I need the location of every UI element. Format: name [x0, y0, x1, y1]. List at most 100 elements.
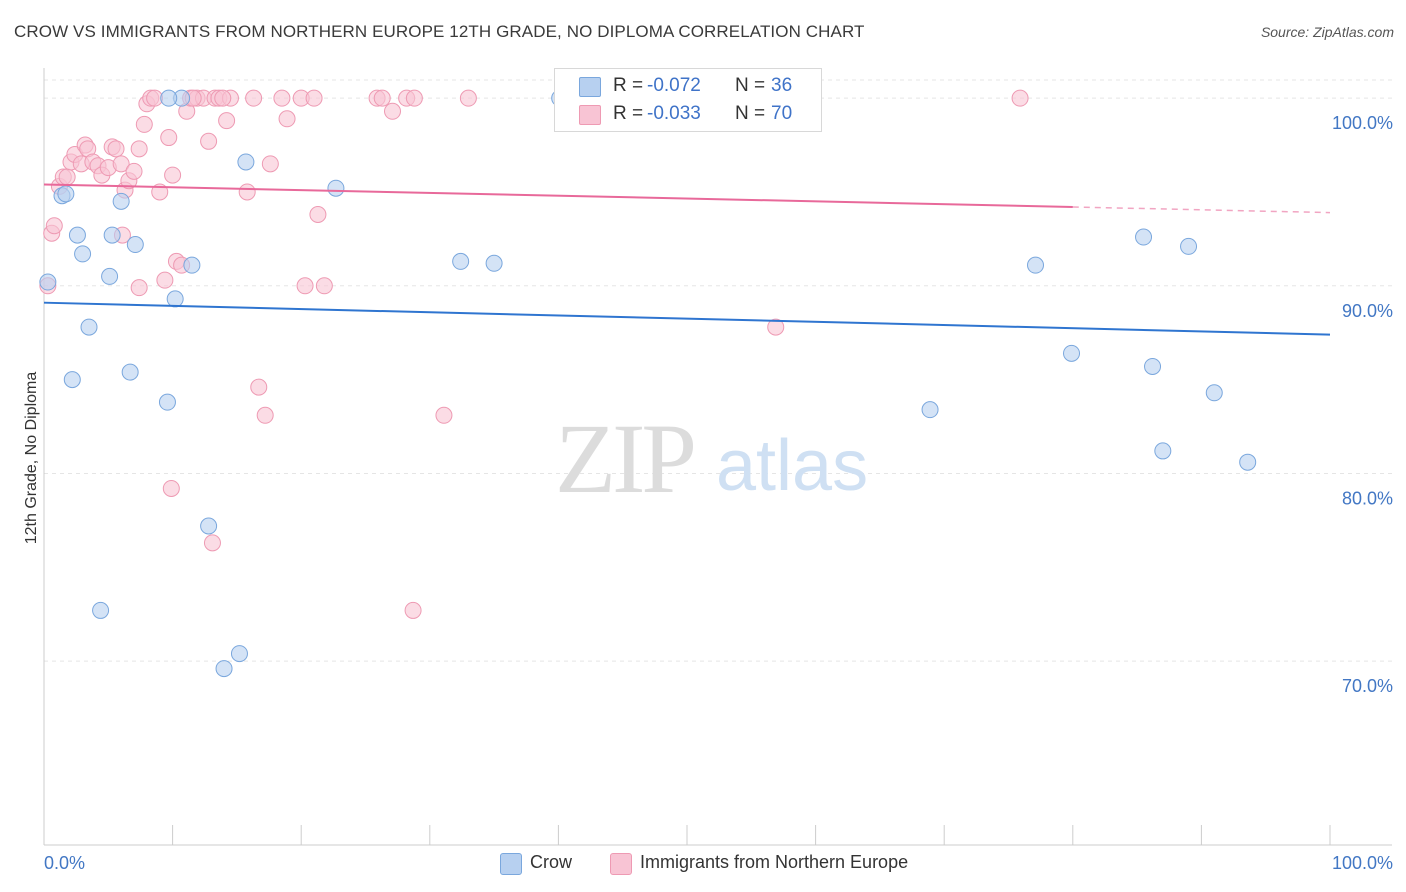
crow-n-label: N = — [735, 75, 766, 96]
imm-point — [261, 155, 279, 173]
imm-point — [305, 89, 323, 107]
crow-point — [92, 601, 110, 619]
imm-point — [160, 129, 178, 147]
bottom-imm-label: Immigrants from Northern Europe — [640, 852, 909, 872]
crow-point — [1180, 237, 1198, 255]
crow-point — [1144, 357, 1162, 375]
source-label: Source: ZipAtlas.com — [1260, 24, 1394, 40]
crow-point — [101, 267, 119, 285]
series-crow-points — [39, 89, 1257, 678]
legend-row-crow: R = -0.072 N = 36 — [555, 72, 821, 100]
crow-point — [215, 660, 233, 678]
crow-point — [452, 252, 470, 270]
imm-trend-extension — [1072, 206, 1331, 214]
x-tick-label: 100.0% — [1332, 853, 1393, 873]
imm-point — [112, 155, 130, 173]
crow-point — [1027, 256, 1045, 274]
crow-n-value: 36 — [771, 75, 793, 96]
axes — [43, 68, 1392, 846]
watermark-zip: ZIP — [555, 403, 693, 514]
crow-point — [1154, 442, 1172, 460]
imm-point — [238, 183, 256, 201]
imm-point — [459, 89, 477, 107]
y-tick-label: 100.0% — [1332, 113, 1393, 133]
crow-point — [921, 401, 939, 419]
imm-point — [273, 89, 291, 107]
imm-point — [256, 406, 274, 424]
watermark-atlas: atlas — [716, 426, 868, 506]
imm-point — [214, 89, 232, 107]
chart-title: CROW VS IMMIGRANTS FROM NORTHERN EUROPE … — [14, 22, 865, 41]
crow-trend-line — [43, 301, 1331, 336]
crow-point — [80, 318, 98, 336]
imm-point — [309, 205, 327, 223]
y-tick-label: 80.0% — [1342, 488, 1393, 508]
crow-point — [74, 245, 92, 263]
imm-point — [278, 110, 296, 128]
imm-swatch — [579, 105, 601, 125]
crow-point — [1239, 453, 1257, 471]
crow-point — [166, 290, 184, 308]
y-tick-label: 90.0% — [1342, 301, 1393, 321]
imm-point — [156, 271, 174, 289]
crow-point — [183, 256, 201, 274]
imm-point — [767, 318, 785, 336]
crow-point — [237, 153, 255, 171]
crow-point — [160, 89, 178, 107]
imm-point — [373, 89, 391, 107]
imm-point — [107, 140, 125, 158]
crow-point — [1063, 344, 1081, 362]
crow-point — [121, 363, 139, 381]
imm-point — [146, 89, 164, 107]
watermark: ZIP atlas — [555, 403, 868, 514]
imm-point — [200, 132, 218, 150]
y-axis-label: 12th Grade, No Diploma — [23, 372, 40, 545]
imm-point — [125, 162, 143, 180]
imm-r-label: R = — [613, 103, 644, 124]
bottom-crow-label: Crow — [530, 852, 573, 872]
imm-point — [250, 378, 268, 396]
bottom-imm-swatch — [610, 853, 632, 875]
imm-point — [164, 166, 182, 184]
imm-point — [135, 115, 153, 133]
imm-point — [58, 168, 76, 186]
imm-point — [130, 140, 148, 158]
imm-point — [130, 279, 148, 297]
crow-point — [485, 254, 503, 272]
crow-point — [327, 179, 345, 197]
crow-point — [126, 236, 144, 254]
crow-r-label: R = — [613, 75, 644, 96]
series-immigrants-points — [39, 89, 1029, 619]
stats-legend: R = -0.072 N = 36 R = -0.033 N = 70 — [554, 68, 822, 132]
trend-lines — [43, 183, 1331, 336]
imm-point — [245, 89, 263, 107]
imm-n-label: N = — [735, 103, 766, 124]
crow-point — [112, 192, 130, 210]
crow-point — [39, 273, 57, 291]
tick-labels: 100.0% 90.0% 80.0% 70.0% 0.0% 100.0% — [44, 113, 1393, 873]
crow-r-value: -0.072 — [647, 75, 701, 96]
crow-point — [103, 226, 121, 244]
crow-point — [230, 645, 248, 663]
imm-trend-line — [43, 183, 1073, 208]
crow-point — [68, 226, 86, 244]
imm-point — [45, 217, 63, 235]
imm-point — [296, 277, 314, 295]
imm-n-value: 70 — [771, 103, 793, 124]
imm-point — [405, 89, 423, 107]
imm-point — [218, 112, 236, 130]
imm-point — [315, 277, 333, 295]
crow-point — [158, 393, 176, 411]
y-tick-label: 70.0% — [1342, 676, 1393, 696]
crow-swatch — [579, 77, 601, 97]
imm-point — [162, 479, 180, 497]
imm-point — [1011, 89, 1029, 107]
crow-point — [63, 371, 81, 389]
crow-point — [1205, 384, 1223, 402]
crow-point — [1135, 228, 1153, 246]
imm-r-value: -0.033 — [647, 103, 701, 124]
x-tick-label: 0.0% — [44, 853, 85, 873]
legend-row-imm: R = -0.033 N = 70 — [555, 100, 821, 128]
imm-point — [384, 102, 402, 120]
